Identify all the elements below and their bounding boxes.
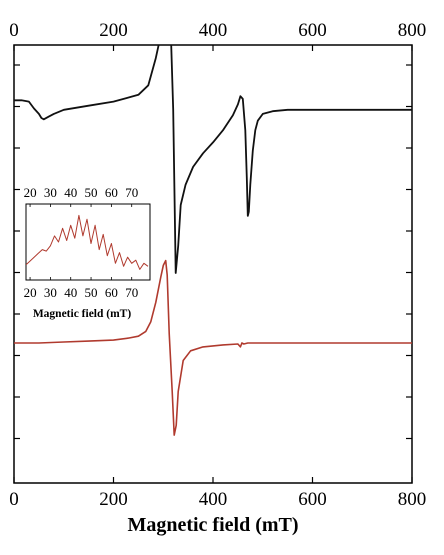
top-x-tick-label: 0 bbox=[9, 20, 19, 41]
inset-bottom-tick-label: 30 bbox=[44, 285, 57, 300]
top-x-tick-label: 400 bbox=[199, 20, 228, 41]
inset-series-group bbox=[26, 214, 149, 270]
inset-trace bbox=[26, 214, 149, 270]
bottom-x-tick-label: 0 bbox=[9, 489, 19, 510]
main-tick-marks bbox=[13, 45, 413, 483]
inset-top-tick-label: 50 bbox=[85, 185, 98, 200]
top-x-tick-label: 600 bbox=[298, 20, 327, 41]
inset-top-tick-label: 30 bbox=[44, 185, 57, 200]
main-series-group bbox=[14, 45, 412, 436]
spectrum-trace-2 bbox=[14, 259, 412, 436]
inset-top-tick-label: 60 bbox=[105, 185, 118, 200]
inset-bottom-tick-labels: 20 30 40 50 60 70 bbox=[24, 285, 139, 300]
bottom-x-tick-label: 400 bbox=[199, 489, 228, 510]
inset-top-tick-labels: 20 30 40 50 60 70 bbox=[24, 185, 139, 200]
inset-bottom-tick-label: 50 bbox=[85, 285, 98, 300]
top-x-tick-labels: 0 200 400 600 800 bbox=[9, 20, 426, 41]
inset-frame bbox=[25, 203, 151, 281]
bottom-x-tick-labels: 0 200 400 600 800 bbox=[9, 489, 426, 510]
inset-x-axis-label: Magnetic field (mT) bbox=[33, 308, 132, 320]
spectrum-trace-1 bbox=[14, 45, 412, 274]
bottom-x-tick-label: 200 bbox=[99, 489, 128, 510]
inset-bottom-tick-label: 20 bbox=[24, 285, 37, 300]
bottom-x-tick-label: 600 bbox=[298, 489, 327, 510]
inset-bottom-tick-label: 40 bbox=[64, 285, 77, 300]
inset-top-tick-label: 70 bbox=[125, 185, 138, 200]
x-axis-label: Magnetic field (mT) bbox=[127, 514, 298, 536]
inset-top-tick-label: 40 bbox=[64, 185, 77, 200]
top-x-tick-label: 800 bbox=[398, 20, 427, 41]
top-x-tick-label: 200 bbox=[99, 20, 128, 41]
inset-chart: 20 30 40 50 60 70 20 30 40 50 60 70 Magnetic field… bbox=[24, 185, 151, 320]
inset-top-tick-label: 20 bbox=[24, 185, 37, 200]
inset-bottom-tick-label: 60 bbox=[105, 285, 118, 300]
inset-tick-marks bbox=[29, 204, 133, 280]
bottom-x-tick-label: 800 bbox=[398, 489, 427, 510]
inset-bottom-tick-label: 70 bbox=[125, 285, 138, 300]
